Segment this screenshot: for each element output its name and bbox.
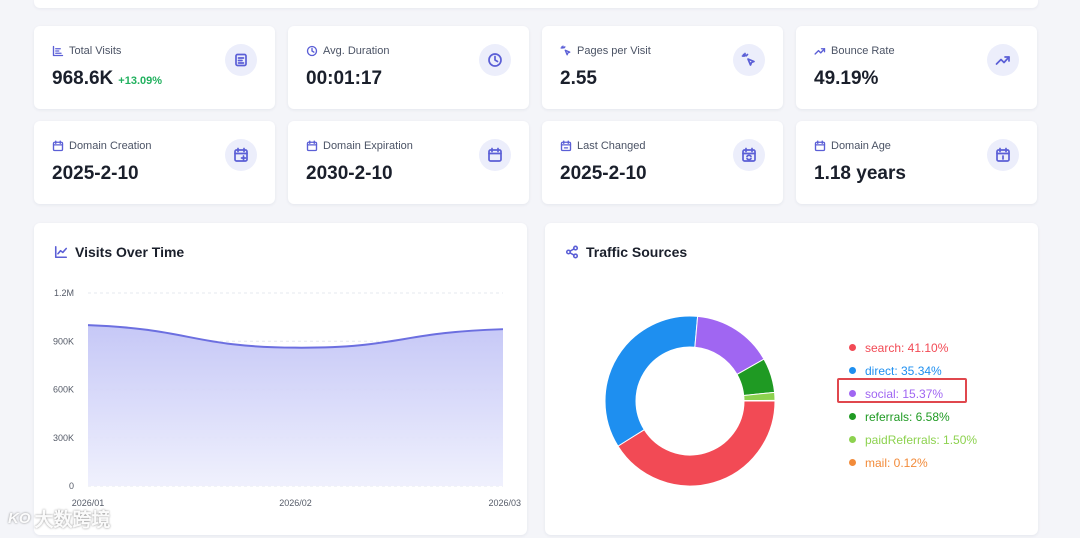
stat-value-bounce-rate: 49.19% — [814, 68, 879, 89]
legend-item-search[interactable]: search: 41.10% — [849, 336, 977, 359]
legend-dot — [849, 367, 856, 374]
legend-item-paidReferrals[interactable]: paidReferrals: 1.50% — [849, 428, 977, 451]
calendar-sync-icon — [560, 140, 572, 152]
legend-dot — [849, 436, 856, 443]
stat-label-domain-creation: Domain Creation — [52, 140, 152, 152]
legend-dot — [849, 390, 856, 397]
pointer-click-icon — [733, 44, 765, 76]
stat-card-avg-duration: Avg. Duration 00:01:17 — [288, 26, 529, 109]
stat-value-pages-per-visit: 2.55 — [560, 68, 597, 89]
bar-chart-icon — [52, 45, 64, 57]
calendar-icon — [306, 140, 318, 152]
stat-card-bounce-rate: Bounce Rate 49.19% — [796, 26, 1037, 109]
line-chart-icon — [54, 245, 68, 259]
calendar-icon — [479, 139, 511, 171]
traffic-legend: search: 41.10% direct: 35.34% social: 15.3… — [849, 336, 977, 474]
highlight-box — [837, 378, 967, 403]
calendar-days-icon — [987, 139, 1019, 171]
calendar-sync-icon — [733, 139, 765, 171]
share-icon — [565, 245, 579, 259]
legend-item-social[interactable]: social: 15.37% — [849, 382, 977, 405]
stat-value-total-visits: 968.6K +13.09% — [52, 68, 163, 89]
trending-up-icon — [987, 44, 1019, 76]
stat-card-pages-per-visit: Pages per Visit 2.55 — [542, 26, 783, 109]
legend-label: mail: 0.12% — [865, 455, 928, 470]
legend-label: referrals: 6.58% — [865, 409, 950, 424]
stat-label-pages-per-visit: Pages per Visit — [560, 45, 651, 57]
bar-chart-icon — [225, 44, 257, 76]
watermark-text: 大数跨境 — [34, 510, 111, 531]
clock-icon — [306, 45, 318, 57]
legend-label: paidReferrals: 1.50% — [865, 432, 978, 447]
legend-item-mail[interactable]: mail: 0.12% — [849, 451, 977, 474]
stat-label-bounce-rate: Bounce Rate — [814, 45, 895, 57]
watermark-logo: KO — [8, 510, 31, 527]
stat-card-domain-age: Domain Age 1.18 years — [796, 121, 1037, 204]
stat-value-last-changed: 2025-2-10 — [560, 163, 647, 184]
clock-icon — [479, 44, 511, 76]
stat-value-domain-expiration: 2030-2-10 — [306, 163, 393, 184]
legend-item-referrals[interactable]: referrals: 6.58% — [849, 405, 977, 428]
trending-up-icon — [814, 48, 826, 55]
legend-label: social: 15.37% — [865, 386, 944, 401]
legend-item-direct[interactable]: direct: 35.34% — [849, 359, 977, 382]
stat-label-avg-duration: Avg. Duration — [306, 45, 389, 57]
calendar-plus-icon — [225, 139, 257, 171]
calendar-icon — [52, 140, 64, 152]
stat-card-last-changed: Last Changed 2025-2-10 — [542, 121, 783, 204]
watermark: KO 大数跨境 — [8, 505, 111, 532]
legend-dot — [849, 344, 856, 351]
legend-label: direct: 35.34% — [865, 363, 942, 378]
legend-dot — [849, 459, 856, 466]
stat-label-last-changed: Last Changed — [560, 140, 646, 152]
stat-label-domain-age: Domain Age — [814, 140, 891, 152]
calendar-icon — [814, 140, 826, 152]
legend-label: search: 41.10% — [865, 340, 949, 355]
pointer-click-icon — [560, 45, 571, 56]
stat-value-domain-creation: 2025-2-10 — [52, 163, 139, 184]
stat-card-total-visits: Total Visits 968.6K +13.09% — [34, 26, 275, 109]
change-badge: +13.09% — [118, 75, 163, 87]
visits-over-time-panel: Visits Over Time — [34, 223, 527, 535]
stat-card-domain-expiration: Domain Expiration 2030-2-10 — [288, 121, 529, 204]
stat-value-avg-duration: 00:01:17 — [306, 68, 383, 89]
legend-dot — [849, 413, 856, 420]
stat-label-domain-expiration: Domain Expiration — [306, 140, 413, 152]
stat-value-domain-age: 1.18 years — [814, 163, 906, 184]
stat-card-domain-creation: Domain Creation 2025-2-10 — [34, 121, 275, 204]
traffic-panel-title: Traffic Sources — [565, 244, 687, 260]
visits-panel-title: Visits Over Time — [54, 244, 184, 260]
top-strip — [34, 0, 1038, 8]
stat-label-total-visits: Total Visits — [52, 45, 121, 57]
